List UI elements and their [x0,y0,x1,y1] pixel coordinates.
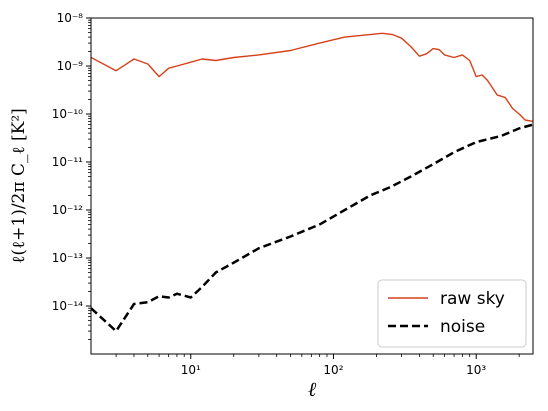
y-tick-label: 10⁻¹⁴ [52,299,83,313]
x-tick-label: 10² [323,363,343,377]
legend: raw sky noise [377,279,527,348]
x-axis-label: ℓ [308,377,317,401]
y-tick-label: 10⁻¹⁰ [52,107,83,121]
y-tick-label: 10⁻¹³ [52,251,83,265]
legend-box [377,279,527,348]
plot-frame [90,17,534,355]
x-tick-label: 10³ [466,363,486,377]
y-tick-label: 10⁻⁸ [57,11,84,25]
x-tick-label: 10¹ [181,363,201,377]
y-tick-label: 10⁻¹¹ [52,155,83,169]
y-axis-label: ℓ(ℓ+1)/2π C_ℓ [K²] [9,108,29,264]
series-layer [91,32,533,333]
y-tick-label: 10⁻⁹ [57,59,84,73]
ticks-layer: 10¹ 10² 10³ 10⁻¹⁴ 10⁻¹³ 10⁻¹² 10⁻¹¹ 10⁻¹⁰ 10⁻⁹ 10… [52,11,520,377]
legend-label-raw-sky: raw sky [440,289,505,309]
series-line-raw-sky [91,32,533,123]
legend-label-noise: noise [440,317,485,337]
series-line-noise [91,123,533,333]
y-tick-label: 10⁻¹² [52,203,83,217]
